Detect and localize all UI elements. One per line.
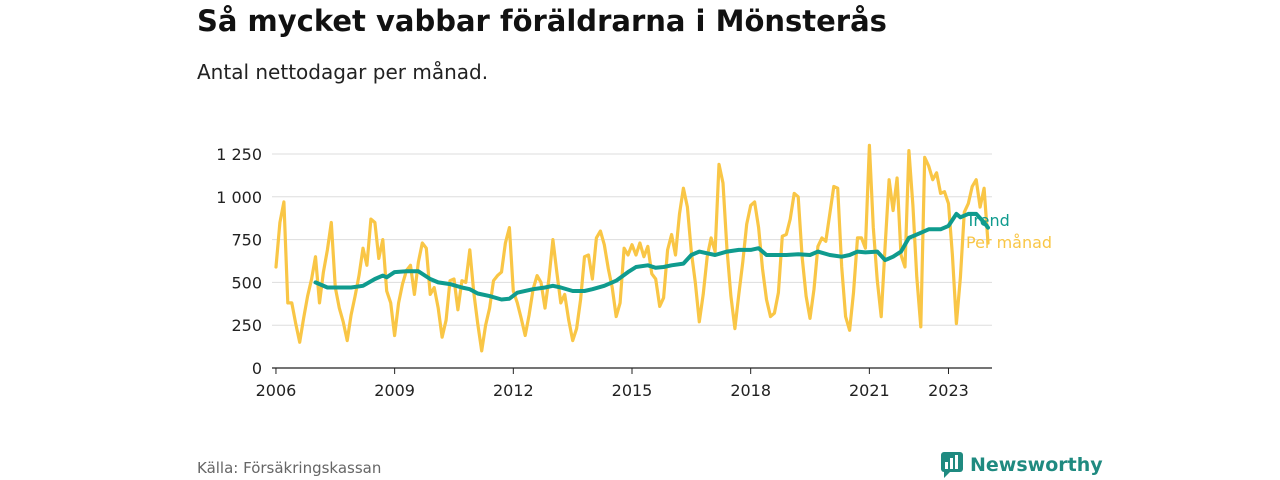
x-tick-label: 2012 (493, 381, 534, 400)
source-note: Källa: Försäkringskassan (197, 459, 382, 477)
legend: Per månad Trend (965, 211, 1052, 252)
x-tick-label: 2018 (730, 381, 771, 400)
y-axis-labels: 0 250 500 750 1 000 1 250 (216, 145, 262, 378)
y-tick-label: 0 (252, 359, 262, 378)
brand-logo: Newsworthy (940, 451, 1103, 479)
x-axis: 2006 2009 2012 2015 2018 2021 2023 (256, 368, 969, 400)
brand-name: Newsworthy (970, 454, 1103, 476)
y-tick-label: 250 (231, 316, 262, 335)
x-tick-label: 2021 (849, 381, 890, 400)
y-tick-label: 750 (231, 231, 262, 250)
x-tick-label: 2023 (928, 381, 969, 400)
chart-subtitle: Antal nettodagar per månad. (197, 60, 489, 84)
x-tick-label: 2006 (256, 381, 297, 400)
x-tick-label: 2015 (612, 381, 653, 400)
series-lines (274, 143, 990, 353)
y-tick-label: 1 000 (216, 188, 262, 207)
x-tick-label: 2009 (374, 381, 415, 400)
y-tick-label: 1 250 (216, 145, 262, 164)
chart-title: Så mycket vabbar föräldrarna i Mönsterås (197, 4, 887, 38)
series-trend-line (313, 211, 990, 302)
newsworthy-logo-icon (941, 452, 963, 478)
legend-label: Trend (965, 211, 1010, 230)
series-per-manad-line (274, 143, 990, 353)
y-tick-label: 500 (231, 273, 262, 292)
legend-label: Per månad (966, 233, 1052, 252)
